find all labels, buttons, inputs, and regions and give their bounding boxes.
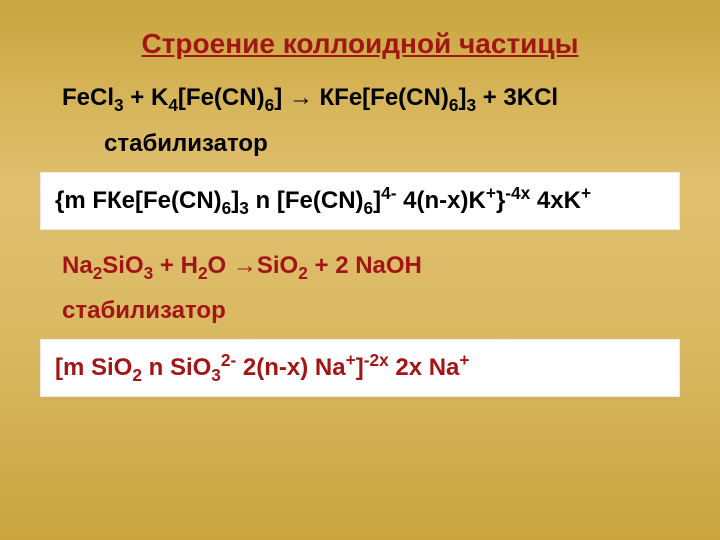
eq1-part-0: FeCl [62,84,114,111]
equation-2: Na2SiO3 + H2O →SiO2 + 2 NaOH [40,252,680,284]
eq2-formula: Na2SiO3 + H2O →SiO2 + 2 NaOH [62,252,422,279]
eq1-sub-2: 6 [265,95,275,115]
micelle-formula-2: [m SiO2 n SiO32- 2(n-x) Na+]-2x 2x Na+ [55,354,470,381]
eq1-part-1: + K [124,84,169,111]
eq1-part-3: ] → КFe[Fe(CN) [274,84,449,111]
slide-title-text: Строение коллоидной частицы [142,28,579,59]
micelle-formula-box-1: {m FКe[Fe(CN)6]3 n [Fe(CN)6]4- 4(n-x)K+}… [40,172,680,230]
micelle-formula-1: {m FКe[Fe(CN)6]3 n [Fe(CN)6]4- 4(n-x)K+}… [55,187,591,214]
equation-1: FeCl3 + K4[Fe(CN)6] → КFe[Fe(CN)6]3 + 3K… [40,84,680,116]
eq1-part-2: [Fe(CN) [178,84,265,111]
slide-title: Строение коллоидной частицы [40,28,680,60]
eq1-sub-0: 3 [114,95,124,115]
stabilizer-label-2-text: стабилизатор [62,297,226,324]
eq1-sub-3: 6 [449,95,459,115]
eq1-sub-4: 3 [466,95,476,115]
stabilizer-label-2: стабилизатор [40,297,680,325]
stabilizer-label-1-text: стабилизатор [104,130,268,157]
eq1-sub-1: 4 [168,95,178,115]
stabilizer-label-1: стабилизатор [40,130,680,158]
eq1-part-5: + 3KCl [476,84,558,111]
micelle-formula-box-2: [m SiO2 n SiO32- 2(n-x) Na+]-2x 2x Na+ [40,339,680,397]
